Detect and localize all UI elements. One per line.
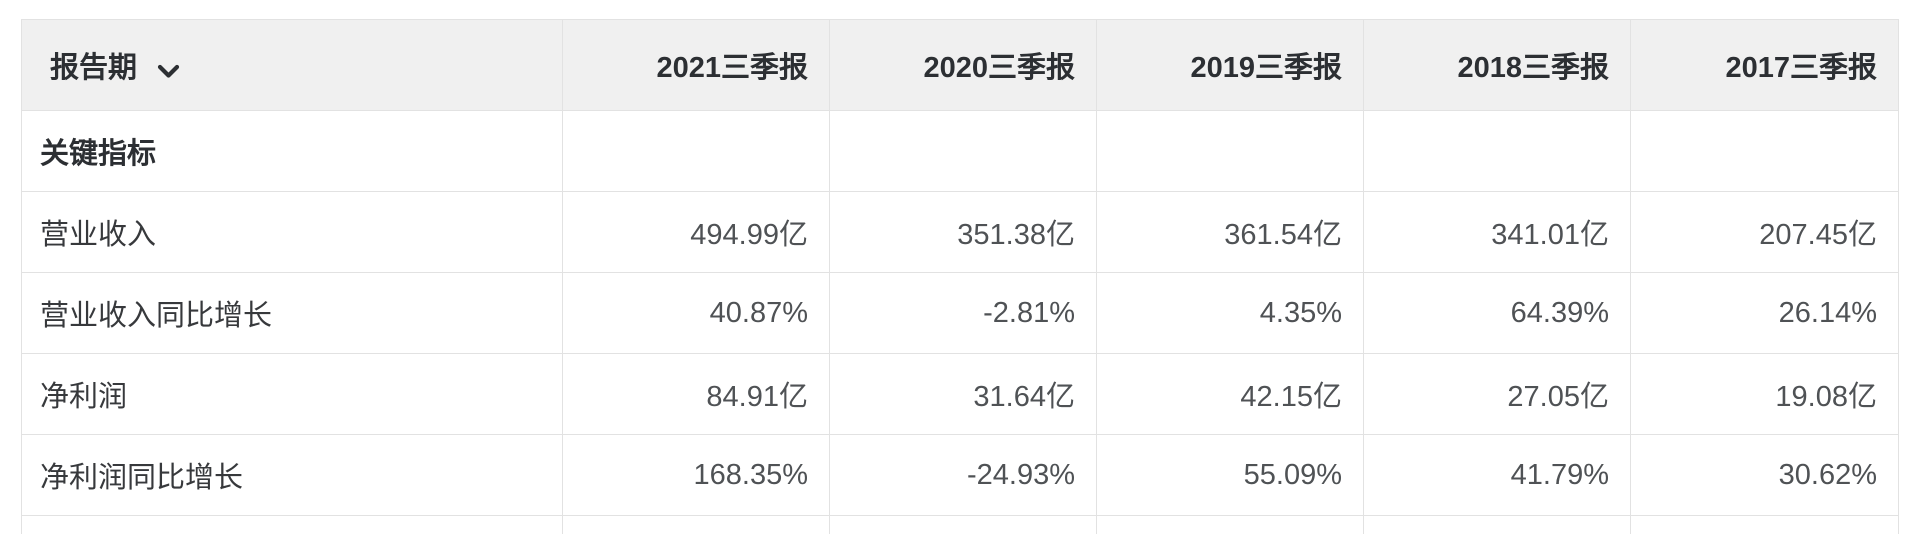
report-period-label: 报告期: [50, 52, 138, 84]
cell-value: 351.38亿: [829, 191, 1097, 273]
cell-value: 207.45亿: [1630, 191, 1899, 273]
row-label: 关键指标: [21, 110, 563, 192]
table-row-revenue-yoy-growth: 营业收入同比增长 40.87% -2.81% 4.35% 64.39% 26.1…: [21, 272, 1899, 354]
column-header-2019-q3: 2019三季报: [1096, 19, 1364, 111]
column-header-2020-q3: 2020三季报: [829, 19, 1097, 111]
table-row-operating-revenue: 营业收入 494.99亿 351.38亿 361.54亿 341.01亿 207…: [21, 191, 1899, 273]
cell-value: 64.39%: [1363, 272, 1631, 354]
cell-empty: [1630, 515, 1899, 534]
cell-value: 30.62%: [1630, 434, 1899, 516]
cell-value: [829, 110, 1097, 192]
cell-value: 341.01亿: [1363, 191, 1631, 273]
chevron-down-icon: [157, 64, 180, 78]
column-header-2017-q3: 2017三季报: [1630, 19, 1899, 111]
row-label: 营业收入: [21, 191, 563, 273]
cell-empty: [1363, 515, 1631, 534]
cell-value: [1096, 110, 1364, 192]
cell-value: 4.35%: [1096, 272, 1364, 354]
cell-value: -24.93%: [829, 434, 1097, 516]
table-row-net-profit-yoy-growth: 净利润同比增长 168.35% -24.93% 55.09% 41.79% 30…: [21, 434, 1899, 516]
report-period-dropdown[interactable]: 报告期: [21, 19, 563, 111]
cell-value: 26.14%: [1630, 272, 1899, 354]
cell-value: 31.64亿: [829, 353, 1097, 435]
cell-value: 55.09%: [1096, 434, 1364, 516]
cell-value: 84.91亿: [562, 353, 830, 435]
row-label: 净利润: [21, 353, 563, 435]
cell-empty: [21, 515, 563, 534]
cell-empty: [562, 515, 830, 534]
table-row-partial-clipped: [21, 515, 1899, 534]
column-header-2018-q3: 2018三季报: [1363, 19, 1631, 111]
cell-empty: [1096, 515, 1364, 534]
cell-value: 41.79%: [1363, 434, 1631, 516]
cell-value: 168.35%: [562, 434, 830, 516]
financial-report-table: 报告期 2021三季报 2020三季报 2019三季报 2018三季报 2017…: [21, 19, 1899, 534]
cell-value: 494.99亿: [562, 191, 830, 273]
column-header-2021-q3: 2021三季报: [562, 19, 830, 111]
cell-value: 40.87%: [562, 272, 830, 354]
row-label: 营业收入同比增长: [21, 272, 563, 354]
table-row-key-indicators: 关键指标: [21, 110, 1899, 192]
cell-value: [1630, 110, 1899, 192]
cell-value: 27.05亿: [1363, 353, 1631, 435]
row-label: 净利润同比增长: [21, 434, 563, 516]
table-row-net-profit: 净利润 84.91亿 31.64亿 42.15亿 27.05亿 19.08亿: [21, 353, 1899, 435]
cell-value: -2.81%: [829, 272, 1097, 354]
header-row: 报告期 2021三季报 2020三季报 2019三季报 2018三季报 2017…: [21, 19, 1899, 111]
cell-empty: [829, 515, 1097, 534]
cell-value: 19.08亿: [1630, 353, 1899, 435]
cell-value: 361.54亿: [1096, 191, 1364, 273]
cell-value: [562, 110, 830, 192]
cell-value: [1363, 110, 1631, 192]
cell-value: 42.15亿: [1096, 353, 1364, 435]
